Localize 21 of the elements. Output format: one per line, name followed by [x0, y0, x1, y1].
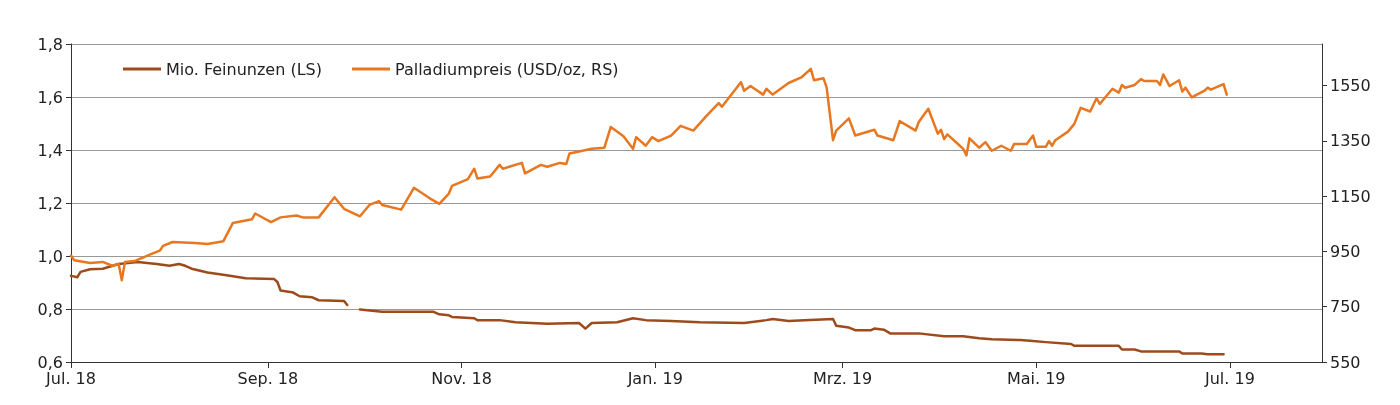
y2-tick-label: 750 [1330, 297, 1361, 317]
y2-tick-label: 950 [1330, 241, 1361, 261]
y2-tick-label: 550 [1330, 352, 1361, 372]
y-tick-label: 0,6 [37, 352, 63, 372]
x-tick-label: Jan. 19 [626, 368, 683, 388]
x-tick-label: Mrz. 19 [812, 368, 873, 388]
y2-tick-label: 1550 [1330, 75, 1371, 95]
x-tick-label: Sep. 18 [237, 368, 299, 388]
y-tick-label: 1,4 [37, 140, 63, 160]
y2-tick-label: 1150 [1330, 186, 1371, 206]
y-tick-label: 1,8 [37, 34, 63, 54]
x-tick-label: Mai. 19 [1006, 368, 1066, 388]
x-tick-label: Jul. 19 [1204, 368, 1255, 388]
x-tick-label: Nov. 18 [431, 368, 492, 388]
y-tick-label: 0,8 [37, 299, 63, 319]
legend-label: Palladiumpreis (USD/oz, RS) [394, 59, 619, 79]
y-tick-label: 1,2 [37, 193, 63, 213]
legend-label: Mio. Feinunzen (LS) [166, 59, 322, 79]
y2-tick-label: 1350 [1330, 131, 1371, 151]
y-tick-label: 1,0 [37, 246, 63, 266]
y-tick-label: 1,6 [37, 87, 63, 107]
